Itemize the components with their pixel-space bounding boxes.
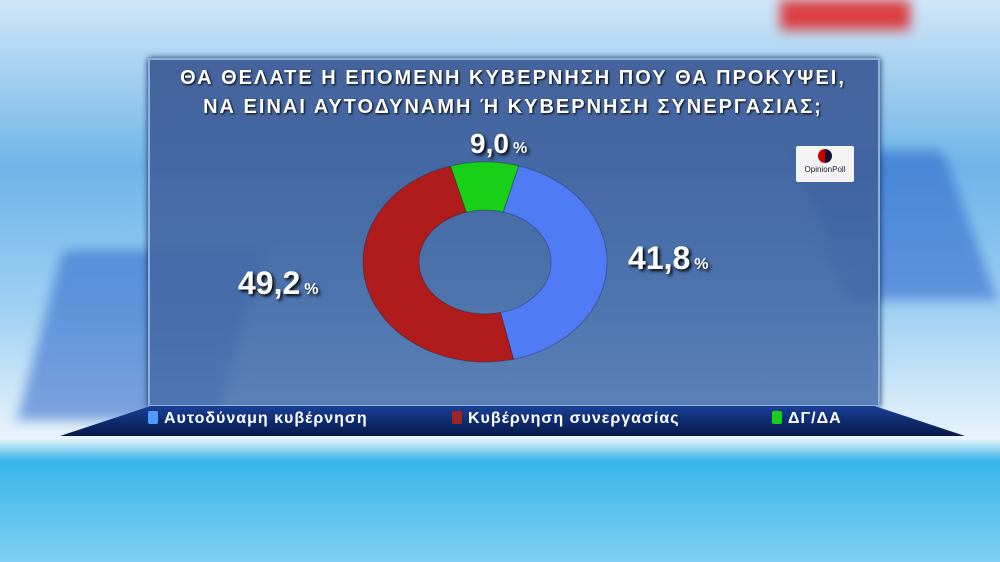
logo-icon: [818, 149, 832, 163]
donut-slice-0: [499, 165, 608, 360]
opinionpoll-logo: OpinionPoll: [796, 146, 854, 182]
legend-swatch: [452, 411, 462, 424]
title-line: ΘΑ ΘΕΛΑΤΕ Η ΕΠΟΜΕΝΗ ΚΥΒΕΡΝΗΣΗ ΠΟΥ ΘΑ ΠΡΟ…: [180, 67, 846, 89]
legend-swatch: [148, 411, 158, 424]
legend-bar: [60, 406, 965, 436]
data-label-1: 49,2%: [238, 265, 319, 301]
chart-title: ΘΑ ΘΕΛΑΤΕ Η ΕΠΟΜΕΝΗ ΚΥΒΕΡΝΗΣΗ ΠΟΥ ΘΑ ΠΡΟ…: [148, 64, 878, 122]
donut-slice-1: [362, 165, 515, 363]
legend-item-1: Κυβέρνηση συνεργασίας: [452, 410, 680, 428]
legend-item-0: Αυτοδύναμη κυβέρνηση: [148, 410, 368, 428]
legend-item-2: ΔΓ/ΔΑ: [772, 410, 842, 428]
background-shape: [780, 0, 910, 30]
legend-swatch: [772, 411, 782, 424]
donut-slice-2: [449, 161, 520, 213]
data-label-0: 41,8%: [628, 240, 709, 276]
logo-text: OpinionPoll: [804, 165, 846, 174]
title-line: ΝΑ ΕΙΝΑΙ ΑΥΤΟΔΥΝΑΜΗ Ή ΚΥΒΕΡΝΗΣΗ ΣΥΝΕΡΓΑΣ…: [203, 96, 823, 118]
data-label-2: 9,0%: [470, 128, 528, 159]
